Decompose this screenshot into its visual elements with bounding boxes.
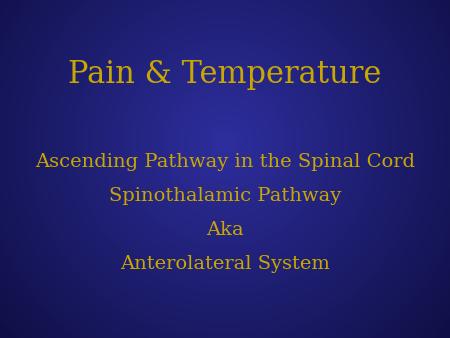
Text: Spinothalamic Pathway: Spinothalamic Pathway [109, 187, 341, 205]
Text: Aka: Aka [206, 221, 244, 239]
Text: Ascending Pathway in the Spinal Cord: Ascending Pathway in the Spinal Cord [35, 153, 415, 171]
Text: Pain & Temperature: Pain & Temperature [68, 59, 382, 90]
Text: Anterolateral System: Anterolateral System [120, 255, 330, 273]
